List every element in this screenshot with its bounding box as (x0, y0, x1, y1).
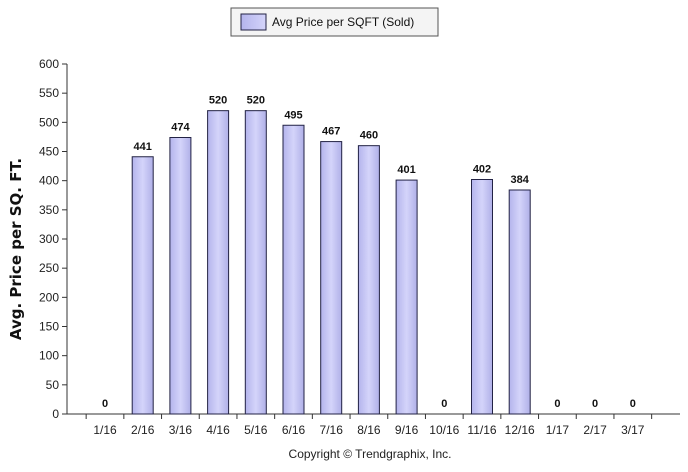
x-tick-label: 3/16 (169, 423, 193, 437)
y-tick-label: 450 (39, 145, 59, 159)
x-tick-label: 8/16 (357, 423, 381, 437)
bar (207, 110, 230, 415)
x-tick-label: 6/16 (282, 423, 306, 437)
y-tick-label: 200 (39, 290, 59, 304)
data-label: 0 (102, 398, 108, 410)
bar (508, 189, 531, 415)
x-tick-label: 7/16 (320, 423, 344, 437)
x-tick-label: 1/17 (546, 423, 570, 437)
y-tick-label: 0 (52, 407, 59, 421)
bar (320, 141, 343, 415)
legend-swatch (240, 13, 267, 31)
x-tick-label: 1/16 (93, 423, 117, 437)
y-tick-label: 600 (39, 57, 59, 71)
data-label: 467 (322, 126, 340, 138)
data-label: 402 (473, 164, 491, 176)
y-tick-label: 100 (39, 349, 59, 363)
y-tick-label: 150 (39, 320, 59, 334)
y-tick-label: 550 (39, 86, 59, 100)
x-tick-label: 9/16 (395, 423, 419, 437)
bar (244, 110, 267, 415)
legend: Avg Price per SQFT (Sold) (230, 7, 439, 37)
data-label: 384 (511, 174, 530, 186)
data-label: 520 (209, 95, 227, 107)
data-label: 495 (284, 109, 302, 121)
x-tick-label: 2/17 (583, 423, 607, 437)
data-label: 0 (554, 398, 560, 410)
x-tick-label: 12/16 (505, 423, 535, 437)
copyright-text: Copyright © Trendgraphix, Inc. (289, 447, 452, 461)
y-tick-label: 400 (39, 174, 59, 188)
bar (282, 124, 305, 415)
bar (131, 156, 154, 415)
plot-area: 0 50 100 150 200 250 300 350 400 450 500 550 600 0 1/1… (39, 57, 680, 437)
data-label: 0 (592, 398, 598, 410)
y-tick-label: 50 (46, 378, 60, 392)
data-label: 0 (441, 398, 447, 410)
y-axis-title: Avg. Price per SQ. FT. (7, 158, 25, 340)
y-tick-label: 300 (39, 232, 59, 246)
bar (471, 179, 493, 415)
data-label: 474 (171, 122, 190, 134)
x-tick-label: 2/16 (131, 423, 155, 437)
data-label: 460 (360, 130, 378, 142)
data-label: 520 (247, 95, 265, 107)
x-tick-label: 3/17 (621, 423, 645, 437)
bar (357, 145, 380, 415)
x-tick-label: 11/16 (467, 423, 496, 437)
x-tick-label: 4/16 (206, 423, 230, 437)
data-label: 441 (134, 141, 152, 153)
y-tick-label: 250 (39, 261, 59, 275)
data-label: 401 (397, 164, 415, 176)
y-tick-label: 350 (39, 203, 59, 217)
bar (395, 179, 418, 415)
bar (169, 137, 192, 415)
x-tick-label: 5/16 (244, 423, 268, 437)
data-label: 0 (630, 398, 636, 410)
x-tick-label: 10/16 (429, 423, 459, 437)
legend-label: Avg Price per SQFT (Sold) (272, 15, 414, 29)
y-tick-label: 500 (39, 115, 59, 129)
